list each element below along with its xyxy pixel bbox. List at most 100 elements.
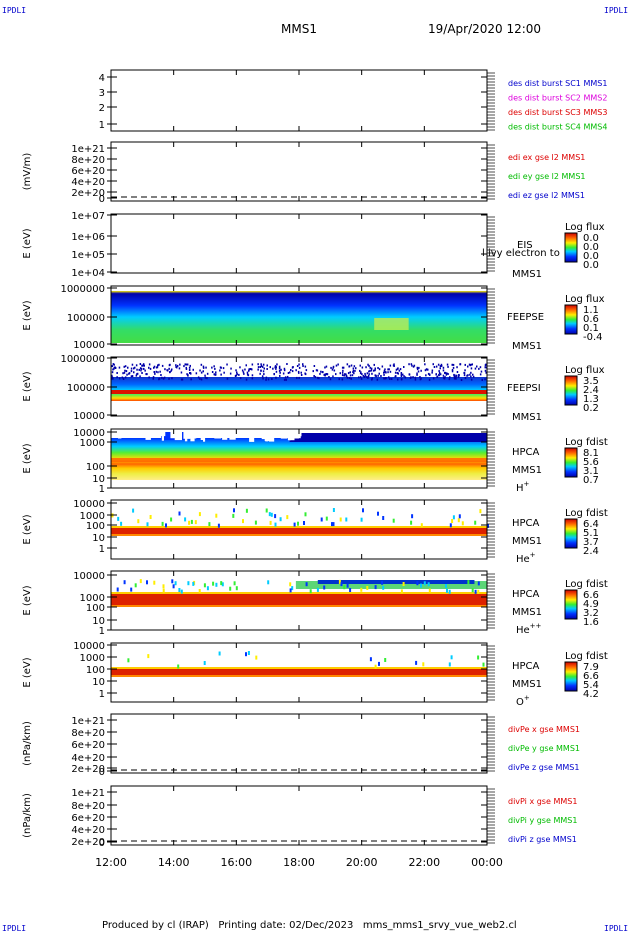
spectrogram-speck — [373, 369, 375, 372]
y-tick-label: 8e+20 — [71, 155, 105, 166]
spectrogram-speck — [297, 370, 300, 373]
y-tick-label: 4e+20 — [71, 177, 105, 188]
spectrogram-speck — [212, 581, 215, 586]
spectrogram-speck — [320, 370, 322, 373]
spectrogram-speck — [190, 519, 193, 524]
spectrogram-speck — [318, 377, 320, 380]
spectrogram-speck — [180, 371, 183, 374]
spectrogram-speck — [305, 369, 308, 372]
spectrogram-speck — [398, 369, 401, 372]
spectrogram-speck — [219, 369, 221, 372]
spectrogram-speck — [226, 363, 228, 366]
spectrogram-speck — [139, 579, 142, 584]
spectrogram-speck — [200, 363, 203, 366]
spectrogram-speck — [455, 375, 457, 378]
spectrogram-speck — [410, 520, 413, 525]
spectrogram-speck — [371, 377, 373, 380]
spectrogram-speck — [289, 582, 292, 587]
spectrogram-speck — [233, 508, 235, 513]
y-tick-label: 0 — [99, 838, 105, 849]
spectrogram-speck — [286, 363, 288, 365]
legend-entry: edi ex gse l2 MMS1 — [508, 153, 585, 162]
spectrogram-speck — [396, 372, 399, 374]
spectrogram-hpca-he — [111, 528, 487, 534]
y-axis-label: E (eV) — [22, 371, 33, 401]
spectrogram-speck — [438, 372, 441, 374]
spectrogram-speck — [370, 367, 373, 370]
spectrogram-speck — [420, 369, 422, 372]
spectrogram-speck — [164, 368, 166, 371]
spectrogram-speck — [448, 589, 451, 594]
y-tick-label: 100 — [86, 462, 105, 473]
spectrogram-gap — [200, 432, 205, 440]
spectrogram-speck — [192, 581, 195, 586]
page-title: MMS1 — [281, 22, 317, 36]
y-tick-label: 1 — [99, 544, 105, 555]
colorbar-label: 3.5 — [583, 376, 599, 387]
spectrogram-speck — [156, 366, 159, 369]
colorbar-label: 5.6 — [583, 457, 599, 468]
spectrogram-speck — [303, 521, 305, 525]
spectrogram-speck — [331, 522, 333, 527]
colorbar — [564, 304, 578, 335]
colorbar-label: 1.6 — [583, 617, 599, 628]
spectrogram-speck — [186, 373, 188, 376]
spectrogram-speck — [329, 378, 332, 381]
spectrogram-speck — [111, 365, 113, 368]
spectrogram-speck — [377, 367, 379, 369]
y-tick-label: 1 — [99, 689, 105, 700]
spectrogram-speck — [444, 376, 446, 379]
spectrogram-speck — [452, 515, 455, 520]
footer-produced-by: Produced by cl (IRAP) — [102, 920, 209, 931]
spectrogram-speck — [317, 376, 319, 379]
panel-feepse: 1000000 100000 10000 E (eV) FEEPSE MMS1 Log fl… — [22, 284, 605, 352]
legend-entry: divPi y gse MMS1 — [508, 816, 577, 825]
spectrogram-speck — [146, 522, 149, 527]
colorbar-label: 0.0 — [583, 242, 599, 253]
spectrogram-speck — [484, 378, 486, 381]
spectrogram-speck — [481, 378, 483, 381]
spectrogram-speck — [464, 363, 466, 366]
spectrogram-speck — [261, 375, 264, 378]
y-tick-label: 10000 — [73, 411, 105, 422]
spectrogram-speck — [373, 363, 375, 366]
spectrogram-speck — [416, 581, 419, 586]
spectrogram-speck — [128, 372, 131, 375]
colorbar-label: 0.1 — [583, 323, 599, 334]
spectrogram-speck — [445, 373, 448, 376]
spectrogram-speck — [449, 376, 451, 379]
spectrogram-speck — [402, 582, 405, 586]
spectrogram-speck — [453, 376, 456, 379]
spectrogram-speck — [220, 581, 223, 586]
spacecraft-label: MMS1 — [512, 412, 542, 423]
spectrogram-speck — [400, 378, 403, 381]
spectrogram-speck — [302, 363, 304, 366]
spacecraft-label: MMS1 — [512, 679, 542, 690]
spectrogram-speck — [143, 367, 145, 370]
spectrogram-speck — [408, 363, 410, 366]
spectrogram-speck — [346, 583, 349, 588]
spectrogram-speck — [419, 378, 422, 381]
spectrogram-speck — [273, 373, 275, 375]
spectrogram-speck — [148, 366, 150, 369]
spectrogram-speck — [371, 378, 373, 381]
instrument-label: FEEPSI — [507, 383, 541, 394]
spectrogram-speck — [136, 373, 138, 376]
spectrogram-speck — [371, 372, 373, 375]
spectrogram-speck — [312, 370, 314, 373]
spectrogram-speck — [185, 368, 188, 370]
spectrogram-speck — [274, 365, 277, 368]
spectrogram-speck — [320, 517, 323, 522]
spectrogram-speck — [134, 366, 136, 369]
spectrogram-speck — [414, 376, 417, 379]
spectrogram-speck — [141, 364, 144, 367]
spectrogram-speck — [366, 376, 368, 378]
spectrogram-speck — [416, 368, 419, 371]
spectrogram-speck — [300, 374, 303, 376]
spectrogram-speck — [136, 368, 138, 371]
spectrogram-speck — [467, 580, 470, 585]
spectrogram-speck — [470, 378, 473, 381]
spectrogram-speck — [174, 581, 177, 586]
spectrogram-speck — [279, 517, 282, 522]
